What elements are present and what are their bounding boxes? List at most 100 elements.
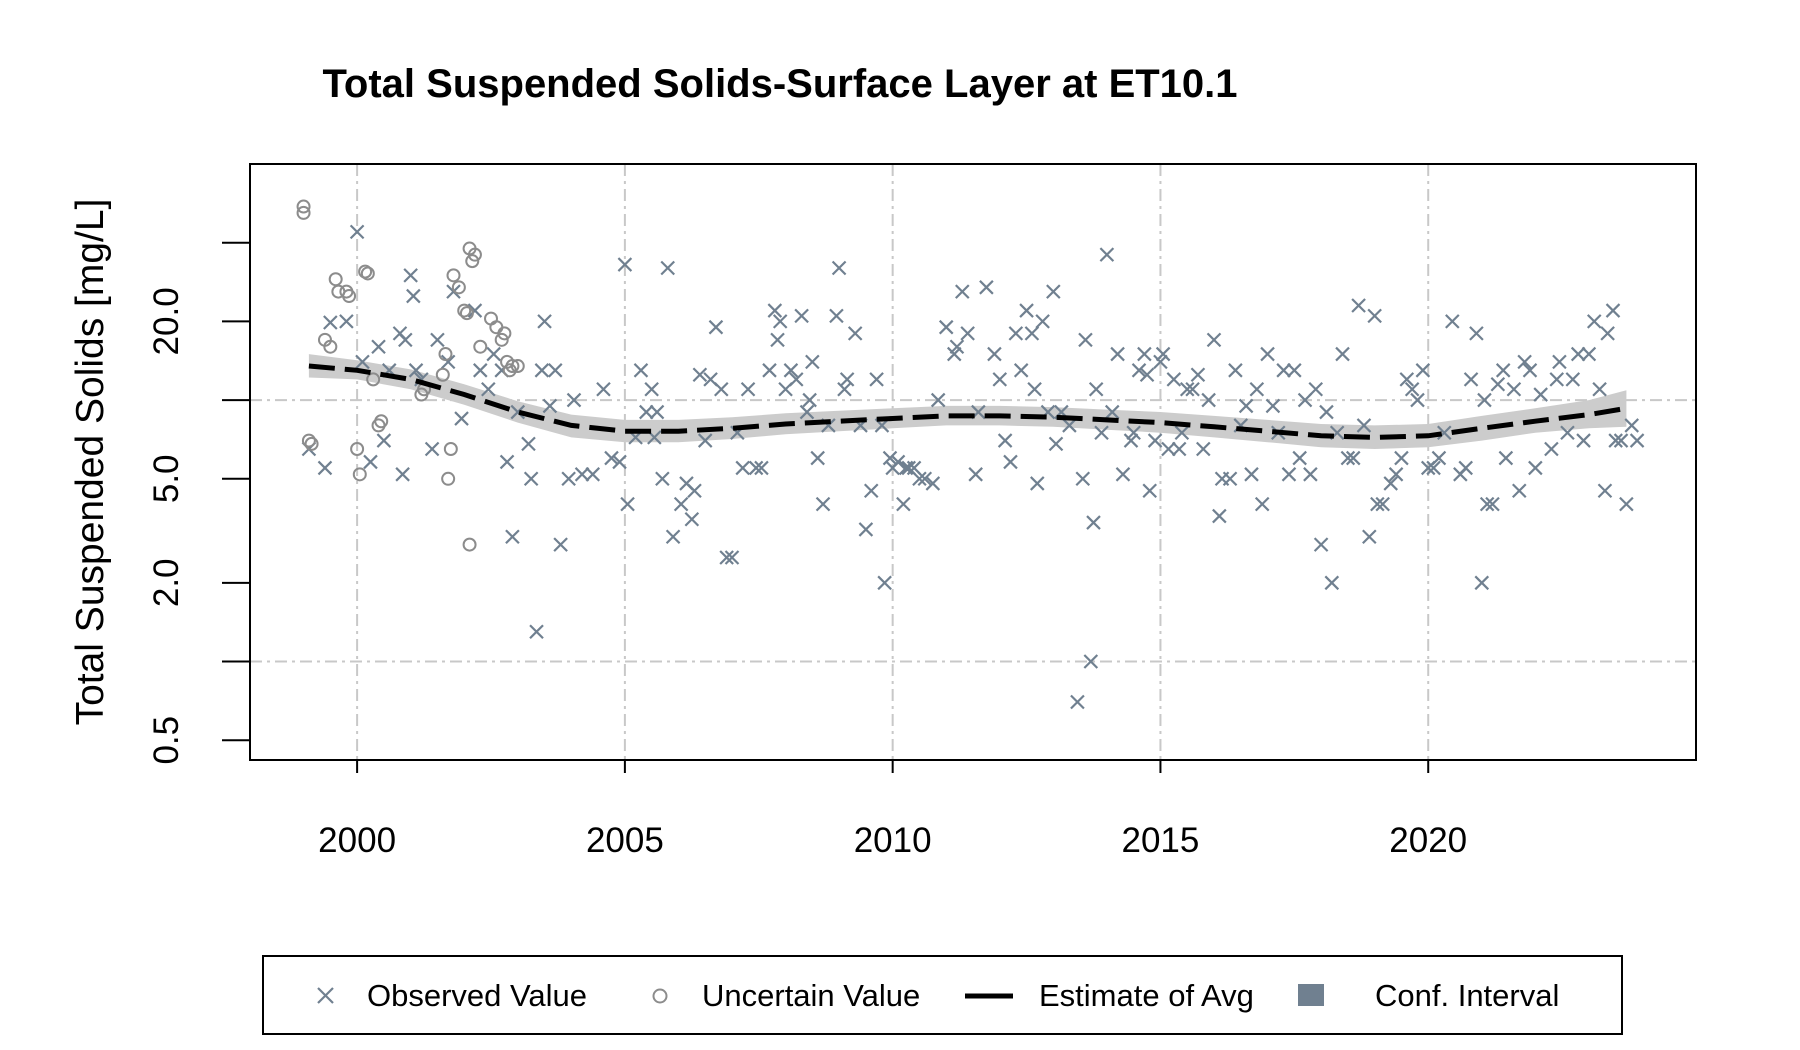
observed-point-stroke [829, 308, 844, 324]
observed-point-stroke [724, 550, 740, 565]
observed-point [1024, 326, 1040, 341]
observed-point [440, 354, 456, 370]
observed-point [925, 476, 941, 491]
observed-point-stroke [1624, 418, 1640, 433]
observed-point-stroke [542, 398, 558, 414]
observed-point-stroke [660, 260, 676, 276]
observed-point [1592, 381, 1607, 397]
observed-point [1019, 303, 1034, 318]
observed-point [1490, 376, 1506, 392]
confidence-band-layer [308, 354, 1627, 449]
observed-point [1340, 450, 1356, 466]
observed-point-stroke [1552, 354, 1567, 370]
observed-point [1035, 314, 1050, 329]
observed-point-stroke [1410, 392, 1425, 408]
observed-point-stroke [1394, 450, 1409, 466]
observed-point-stroke [1506, 381, 1522, 397]
observed-point [684, 512, 700, 527]
observed-point [992, 372, 1008, 387]
chart-title: Total Suspended Solids-Surface Layer at … [322, 62, 1237, 106]
observed-point [1445, 314, 1460, 329]
observed-point-stroke [1351, 298, 1366, 313]
observed-point [770, 332, 785, 348]
observed-point-stroke [1131, 363, 1147, 378]
observed-point [467, 303, 483, 318]
x-tick-label: 2000 [318, 821, 396, 860]
observed-point-stroke [1319, 404, 1334, 420]
observed-point-stroke [534, 363, 550, 378]
observed-point-stroke [1029, 476, 1045, 491]
observed-point-stroke [1367, 308, 1382, 324]
observed-point-stroke [408, 363, 424, 378]
observed-point-stroke [714, 381, 729, 397]
observed-point [1629, 433, 1645, 448]
observed-point-stroke [1431, 450, 1447, 466]
observed-point-stroke [1048, 436, 1064, 452]
observed-point-stroke [1161, 441, 1176, 457]
points-layer [296, 199, 1645, 710]
observed-point-stroke [1094, 425, 1109, 441]
observed-point-stroke [561, 471, 576, 487]
observed-point-stroke [917, 471, 933, 487]
uncertain-point [462, 537, 477, 552]
observed-point [692, 367, 708, 383]
observed-point-stroke [863, 483, 879, 499]
observed-point [1115, 467, 1131, 482]
observed-point-stroke [574, 467, 590, 482]
observed-point [917, 471, 933, 487]
observed-point-stroke [1586, 314, 1602, 329]
observed-point-stroke [376, 433, 392, 448]
observed-point [1153, 354, 1168, 370]
y-axis: 0.5 2.0 5.0 20.0 [147, 241, 251, 765]
observed-point [1375, 496, 1390, 512]
observed-point-stroke [735, 460, 750, 476]
observed-point-stroke [467, 303, 483, 318]
observed-point-stroke [1345, 450, 1361, 466]
observed-point-stroke [1511, 483, 1527, 499]
observed-point [1088, 381, 1104, 397]
observed-point [1303, 467, 1318, 482]
observed-point [1078, 332, 1093, 348]
observed-point [896, 496, 911, 512]
observed-point-stroke [1222, 471, 1238, 487]
observed-point-stroke [537, 314, 552, 329]
observed-point [617, 257, 633, 272]
observed-point [1495, 363, 1511, 378]
observed-point [810, 450, 825, 466]
observed-point [1528, 460, 1543, 476]
observed-point-stroke [1104, 404, 1120, 420]
observed-point [639, 404, 654, 420]
observed-point-stroke [1399, 372, 1415, 387]
observed-point-stroke [805, 354, 820, 370]
observed-point [633, 363, 649, 378]
observed-point [1099, 247, 1115, 262]
observed-point [1003, 454, 1018, 470]
observed-point [1335, 346, 1350, 362]
observed-point-stroke [633, 363, 649, 378]
observed-point [510, 404, 526, 420]
uncertain-point [350, 441, 365, 456]
observed-point-stroke [1110, 346, 1125, 362]
observed-point-stroke [1498, 450, 1514, 466]
observed-point [788, 372, 804, 387]
observed-point [847, 326, 863, 341]
observed-point-stroke [486, 346, 501, 362]
observed-point-stroke [783, 363, 799, 378]
observed-point-stroke [1185, 381, 1200, 397]
observed-point [1313, 537, 1329, 552]
observed-point [1415, 363, 1431, 378]
observed-point [912, 471, 927, 487]
observed-point [403, 268, 418, 283]
observed-point [612, 454, 627, 470]
y-tick-label: 20.0 [147, 287, 186, 355]
observed-point-stroke [649, 404, 665, 420]
observed-point [1196, 441, 1211, 457]
observed-point [697, 433, 713, 448]
observed-point [1238, 398, 1254, 414]
observed-point-stroke [566, 392, 582, 408]
observed-point [805, 354, 820, 370]
observed-point-stroke [1597, 483, 1613, 499]
observed-point-stroke [424, 441, 440, 457]
uncertain-point [494, 332, 509, 347]
observed-point-stroke [617, 257, 633, 272]
